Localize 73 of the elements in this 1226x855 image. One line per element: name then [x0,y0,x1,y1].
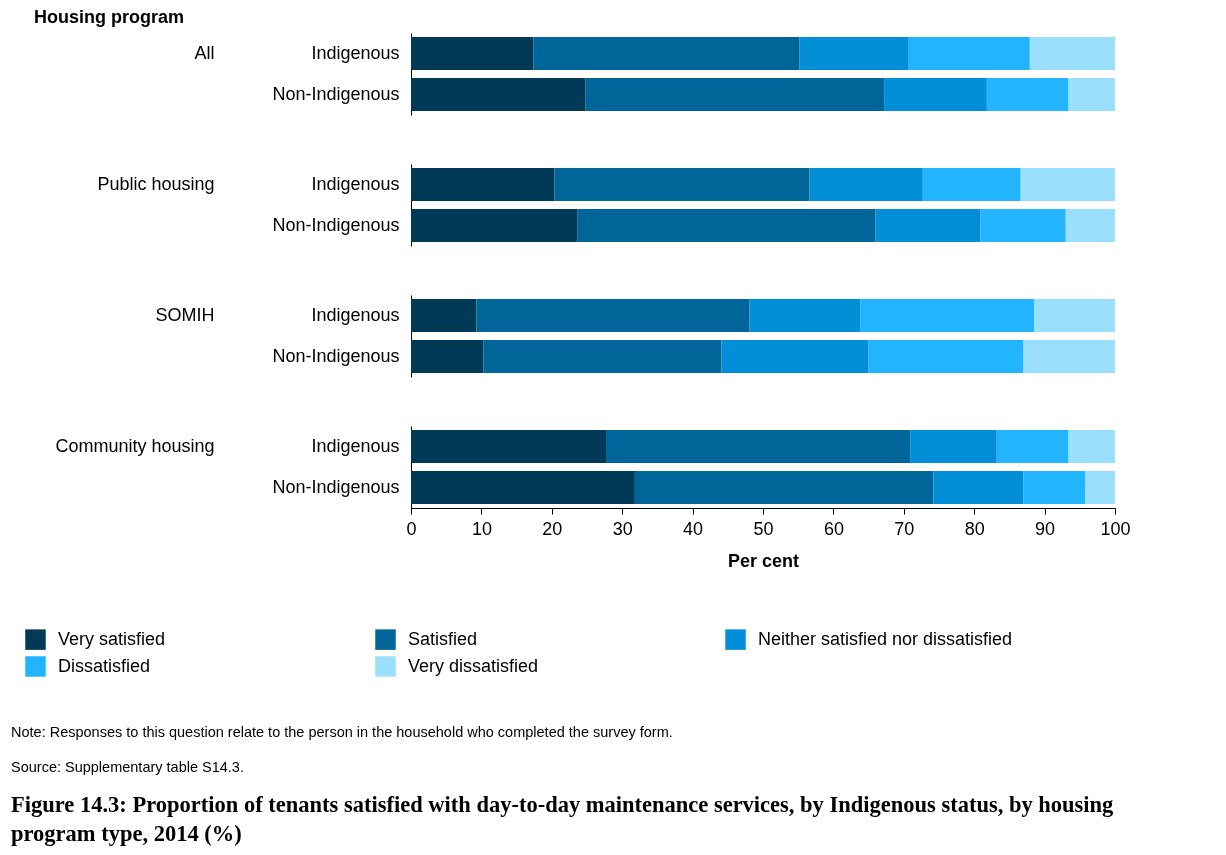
bar [533,37,800,70]
bar [749,299,861,332]
y-tick-label: Non-Indigenous [272,214,400,235]
bar [554,168,810,201]
bar [860,299,1035,332]
bar [910,430,997,463]
y-axis-title: SOMIH [155,305,215,325]
y-tick-label: Non-Indigenous [272,476,400,497]
y-tick-label: Indigenous [311,173,400,194]
x-tick-label: 20 [542,518,563,539]
x-tick-label: 70 [894,518,915,539]
bar [476,299,750,332]
bar [1023,471,1086,504]
x-tick-label: 80 [964,518,985,539]
legend-label: Very dissatisfied [408,655,539,676]
bar [411,430,607,463]
bar [1085,471,1115,504]
bar [411,168,555,201]
bar [483,340,722,373]
x-tick-label: 40 [683,518,704,539]
bar [411,37,534,70]
text: Note: Responses to this question relate to the person in the household who completed the survey form. [11,723,673,742]
bar [809,168,923,201]
bar [634,471,934,504]
text: Figure 14.3: Proportion of tenants satisfied with day-to-day maintenance services, by Indigenous status, by housing program type, 2014 (%) [11,791,1115,848]
bar [721,340,869,373]
bar [1034,299,1115,332]
bar [980,209,1066,242]
bar [1068,430,1115,463]
legend-label: Dissatisfied [58,655,151,676]
x-tick-label: 100 [1100,518,1131,539]
x-tick-label: 10 [471,518,492,539]
y-axis-title: Public housing [97,174,215,194]
x-tick-label: 0 [406,518,417,539]
x-tick-label: 90 [1035,518,1056,539]
bar [411,209,578,242]
x-tick-label: 50 [753,518,774,539]
bar [1068,78,1115,111]
bar [411,78,586,111]
bar [411,340,484,373]
y-tick-label: Non-Indigenous [272,83,400,104]
bar [606,430,911,463]
bar [411,299,477,332]
bar [1020,168,1115,201]
bar [996,430,1069,463]
bar [908,37,1030,70]
legend-label: Neither satisfied nor dissatisfied [758,628,1013,649]
x-axis-title: Per cent [727,550,800,571]
bar [577,209,876,242]
bar [411,471,635,504]
x-tick-label: 30 [612,518,633,539]
bar [884,78,987,111]
y-tick-label: Non-Indigenous [272,345,400,366]
bar [1065,209,1115,242]
legend-label: Satisfied [408,628,478,649]
y-axis-title: All [194,43,215,63]
source-note: Source: Supplementary table S14.3. [11,758,245,777]
y-tick-label: Indigenous [311,435,400,456]
bar [1023,340,1115,373]
y-tick-label: Indigenous [311,42,400,63]
bar [799,37,909,70]
bar [922,168,1021,201]
bar [933,471,1024,504]
bar [868,340,1024,373]
y-tick-label: Indigenous [311,304,400,325]
text: Housing program [34,7,185,28]
bar [1029,37,1115,70]
legend-label: Very satisfied [58,628,166,649]
bar [585,78,885,111]
bar [986,78,1069,111]
bar [875,209,981,242]
y-axis-title: Community housing [55,436,215,456]
x-tick-label: 60 [823,518,844,539]
